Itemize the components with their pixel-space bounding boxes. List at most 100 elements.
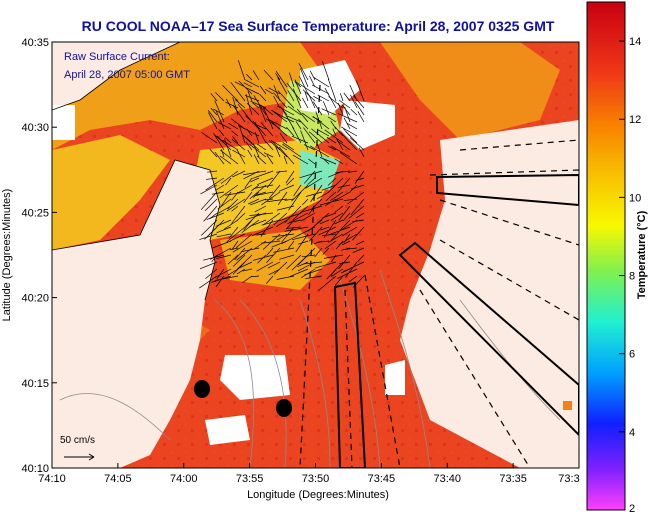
current-vector — [250, 177, 260, 183]
x-tick-label: 74:10 — [38, 473, 66, 485]
current-vector — [322, 61, 330, 81]
y-tick-label: 40:30 — [21, 122, 49, 134]
current-vector — [287, 105, 302, 116]
current-vector — [303, 127, 316, 144]
current-vector — [222, 85, 239, 102]
current-vector — [343, 261, 365, 272]
y-tick-label: 40:35 — [21, 37, 49, 49]
current-vector — [275, 73, 281, 81]
current-vector — [199, 261, 218, 270]
current-vector — [244, 177, 253, 188]
current-vector — [284, 198, 295, 201]
current-vector — [342, 219, 351, 228]
current-vector — [272, 233, 295, 238]
current-vector — [348, 205, 365, 219]
current-vector — [273, 212, 288, 226]
current-vector — [266, 247, 274, 256]
current-vector — [273, 112, 295, 123]
current-vector — [260, 122, 274, 137]
current-vector — [291, 135, 309, 144]
current-vector — [291, 184, 309, 202]
current-vector — [231, 130, 239, 137]
current-vector — [220, 170, 239, 184]
current-vector — [328, 233, 344, 243]
current-vector — [245, 79, 260, 88]
current-vector — [199, 233, 218, 240]
current-vector — [261, 240, 281, 244]
current-vector — [318, 226, 337, 236]
current-vector — [335, 137, 344, 151]
current-vector — [222, 139, 239, 151]
current-vector — [330, 145, 351, 158]
current-vector — [339, 261, 351, 265]
current-vector — [337, 113, 358, 123]
current-vector — [208, 112, 218, 130]
current-vector — [259, 93, 267, 102]
current-vector — [342, 226, 358, 237]
current-vector — [350, 198, 365, 215]
current-vector — [337, 177, 351, 193]
current-vector — [302, 97, 309, 109]
current-vector — [236, 149, 246, 165]
current-vector — [334, 219, 344, 225]
current-vector — [220, 149, 239, 165]
sst-cool-patch — [220, 230, 330, 290]
colorbar-tick-label: 6 — [629, 349, 635, 361]
current-vector — [245, 141, 253, 151]
current-vector — [320, 226, 330, 231]
current-vector — [286, 254, 302, 270]
current-vector — [340, 268, 351, 274]
current-vector — [321, 212, 337, 219]
current-vector — [328, 96, 344, 109]
current-vector — [324, 254, 344, 259]
current-vector — [305, 191, 323, 197]
current-vector — [288, 191, 302, 211]
current-vector — [266, 247, 281, 263]
current-vector — [200, 191, 218, 210]
current-vector — [261, 191, 281, 206]
current-vector — [236, 212, 246, 222]
current-vector — [234, 247, 246, 261]
current-vector — [270, 139, 288, 158]
current-vector — [287, 90, 295, 102]
current-vector — [232, 136, 239, 144]
current-vector — [298, 240, 309, 245]
current-vector — [354, 101, 365, 116]
current-vector — [273, 141, 288, 151]
current-vector — [237, 60, 246, 81]
no-data-gap — [220, 355, 290, 400]
current-vector — [227, 268, 239, 276]
current-vector — [296, 108, 309, 123]
current-vector — [232, 105, 246, 123]
current-vector — [308, 226, 323, 242]
current-vector — [278, 184, 295, 192]
current-vector — [226, 226, 246, 243]
colorbar-tick-label: 10 — [629, 192, 641, 204]
current-vector — [266, 275, 274, 284]
current-vector — [268, 140, 281, 151]
current-vector — [286, 126, 295, 137]
current-vector — [351, 184, 365, 190]
current-vector — [277, 191, 288, 205]
current-vector — [334, 191, 351, 201]
current-vector — [284, 226, 309, 232]
current-vector — [334, 275, 344, 286]
current-vector — [278, 146, 295, 165]
x-tick-label: 74:05 — [104, 473, 132, 485]
current-vector — [246, 102, 260, 116]
sst-cool-patch — [52, 135, 170, 250]
current-vector — [225, 191, 246, 196]
current-vector — [232, 240, 253, 253]
current-vector — [244, 212, 260, 227]
current-vector — [338, 254, 351, 270]
current-vector — [325, 191, 337, 202]
current-vector — [263, 107, 274, 130]
colorbar-tick-label: 4 — [629, 427, 635, 439]
current-vector — [318, 275, 337, 291]
current-vector — [219, 155, 232, 165]
current-vector — [273, 95, 281, 109]
current-vector — [355, 177, 365, 181]
y-axis: 40:35 40:30 40:25 40:20 40:15 40:10 — [21, 37, 57, 475]
current-vector — [254, 205, 267, 213]
